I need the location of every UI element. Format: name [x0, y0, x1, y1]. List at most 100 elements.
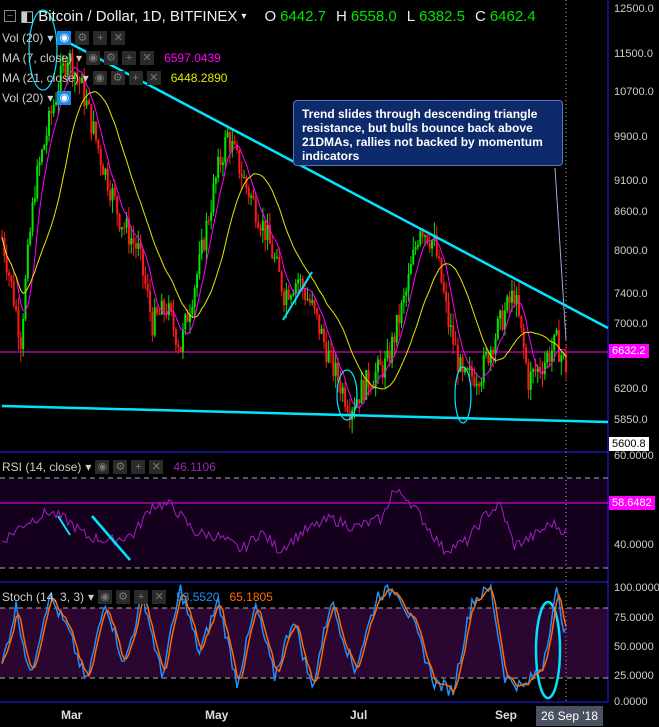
candle-body [332, 350, 335, 376]
close-icon[interactable]: ✕ [149, 460, 164, 474]
collapse-icon[interactable]: − [4, 10, 16, 22]
highlight-ellipse [28, 9, 58, 91]
eye-icon[interactable]: ◉ [95, 460, 110, 474]
candle-body [40, 149, 43, 163]
candle-body [426, 235, 429, 243]
candle-body [313, 300, 316, 309]
candle-body [283, 291, 285, 306]
candle-body [379, 359, 382, 366]
open-value: 6442.7 [280, 7, 327, 25]
plus-icon[interactable]: + [93, 31, 108, 45]
annotation-callout[interactable]: Trend slides through descending triangle… [293, 100, 563, 166]
legend-ma7[interactable]: MA (7, close) ▾ ◉ ⚙ + ✕ 6597.0439 [2, 51, 221, 65]
legend-rsi[interactable]: RSI (14, close) ▾ ◉ ⚙ + ✕ 46.1106 [2, 460, 216, 474]
candle-body [395, 314, 398, 343]
candle-body [104, 168, 107, 175]
close-icon[interactable]: ✕ [140, 51, 155, 65]
candle-body [31, 202, 34, 232]
price-tick: 11500.0 [614, 48, 653, 60]
candle-body [449, 325, 452, 328]
candle-body [137, 243, 140, 249]
candle-body [386, 350, 389, 359]
gear-icon[interactable]: ⚙ [110, 71, 125, 85]
candle-body [362, 380, 365, 400]
candle-body [240, 173, 243, 178]
ma21-line [1, 91, 567, 390]
candle-body [19, 337, 22, 350]
candle-body [515, 295, 518, 304]
candle-body [85, 100, 88, 106]
candle-body [156, 307, 159, 314]
candle-body [466, 367, 469, 370]
candle-body [59, 65, 62, 93]
eye-icon[interactable]: ◉ [92, 71, 107, 85]
plus-icon[interactable]: + [128, 71, 143, 85]
candle-body [447, 301, 450, 328]
candle-body [459, 357, 462, 372]
candle-body [247, 187, 250, 198]
plus-icon[interactable]: + [122, 51, 137, 65]
candle-body [315, 308, 318, 315]
close-icon[interactable]: ✕ [146, 71, 161, 85]
gear-icon[interactable]: ⚙ [116, 590, 131, 604]
legend-ma21[interactable]: MA (21, close) ▾ ◉ ⚙ + ✕ 6448.2890 [2, 71, 228, 85]
eye-icon[interactable]: ◉ [86, 51, 101, 65]
highlight-ellipse [336, 369, 358, 421]
low-value: 6382.5 [419, 7, 465, 25]
candle-body [273, 257, 276, 259]
eye-icon[interactable]: ◉ [57, 91, 72, 105]
candle-body [236, 144, 238, 151]
candle-body [144, 275, 147, 285]
candle-body [492, 349, 495, 355]
candle-body [5, 256, 8, 273]
plus-icon[interactable]: + [131, 460, 146, 474]
cursor-date-label: 26 Sep '18 [536, 706, 604, 726]
legend-vol-2[interactable]: Vol (20) ▾ ◉ [2, 91, 72, 105]
eye-icon[interactable]: ◉ [57, 31, 72, 45]
candle-body [311, 300, 314, 303]
candle-body [52, 104, 55, 114]
candle-body [369, 387, 372, 389]
plus-icon[interactable]: + [134, 590, 149, 604]
candle-body [95, 121, 97, 140]
candle-body [421, 231, 424, 237]
flag-icon: ◧ [20, 8, 35, 25]
time-tick: Sep [495, 708, 518, 722]
legend-stoch[interactable]: Stoch (14, 3, 3) ▾ ◉ ⚙ + ✕ 53.5520 65.1805 [2, 590, 273, 604]
eye-icon[interactable]: ◉ [98, 590, 113, 604]
close-icon[interactable]: ✕ [111, 31, 126, 45]
candle-body [62, 63, 65, 66]
candle-body [520, 315, 523, 328]
candle-body [527, 362, 530, 390]
candle-body [238, 150, 241, 174]
candle-body [268, 224, 271, 244]
gear-icon[interactable]: ⚙ [113, 460, 128, 474]
price-tick: 7400.0 [614, 288, 648, 300]
rsi-arrow [57, 515, 71, 536]
candle-body [290, 295, 293, 300]
candle-body [43, 144, 46, 150]
stoch-tick: 50.0000 [614, 641, 654, 653]
candle-body [33, 198, 36, 203]
legend-vol[interactable]: Vol (20) ▾ ◉ ⚙ + ✕ [2, 31, 126, 45]
gear-icon[interactable]: ⚙ [75, 31, 90, 45]
candle-body [337, 362, 340, 382]
stoch-tick: 100.0000 [614, 582, 659, 594]
candle-body [134, 243, 137, 249]
price-tick: 7000.0 [614, 318, 648, 330]
close-icon[interactable]: ✕ [152, 590, 167, 604]
rsi-tick: 40.0000 [614, 539, 654, 551]
candle-body [341, 387, 344, 394]
current-price-tag: 6632.2 [609, 344, 649, 358]
symbol-title[interactable]: Bitcoin / Dollar, 1D, BITFINEX [38, 7, 238, 25]
gear-icon[interactable]: ⚙ [104, 51, 119, 65]
candle-body [55, 102, 58, 105]
candle-body [17, 309, 20, 338]
candle-body [405, 291, 408, 296]
candle-body [181, 329, 184, 352]
candle-body [212, 183, 215, 213]
candle-body [550, 350, 553, 362]
price-tick: 6200.0 [614, 383, 648, 395]
